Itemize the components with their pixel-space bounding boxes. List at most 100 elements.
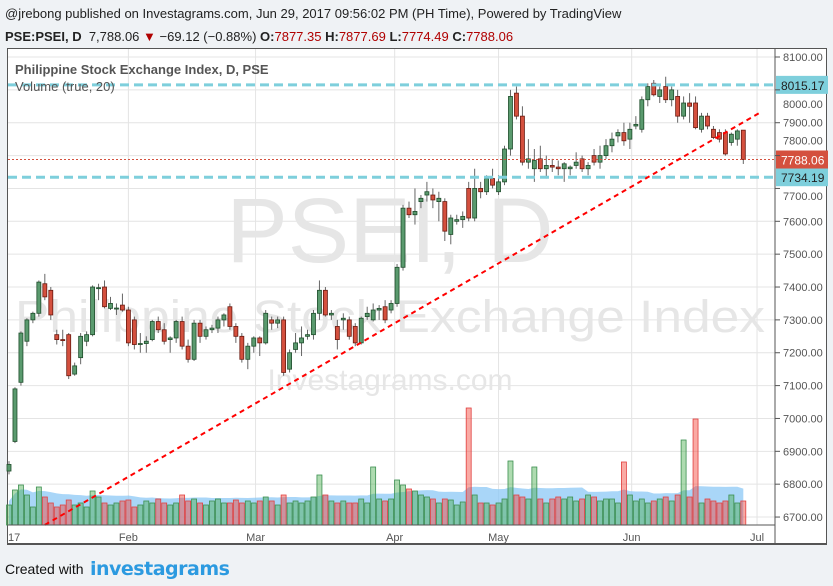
volume-bar [322,494,329,526]
y-tick-label: 8000.00 [783,99,823,111]
volume-bar [394,479,400,526]
candle [323,289,328,316]
candle [191,322,197,360]
volume-bar [704,498,711,526]
volume-bar [316,474,323,526]
candle [448,217,454,235]
candle [436,197,442,202]
legend-volume: Volume (true, 20) [15,79,115,94]
candle [520,115,525,163]
volume-bar [95,496,102,526]
watermark-symbol: PSEI, D [226,180,553,282]
volume-bar [197,502,203,526]
volume-bar [280,494,287,526]
volume-bar [495,502,502,526]
volume-bar [364,502,371,526]
candle [352,326,358,344]
y-tick-label: 7700.00 [783,191,823,203]
level-price-tag [776,168,828,187]
candle [514,92,519,117]
volume-bar [376,498,383,526]
chart-panel[interactable] [7,48,827,545]
volume-bar [662,496,669,526]
candle [108,303,113,309]
candle [418,197,424,202]
volume-bar [728,494,735,526]
candle [525,158,531,163]
volume-bar [638,498,645,526]
candle [705,115,710,127]
last-price-tag [776,150,828,169]
y-tick-label: 7600.00 [783,216,823,228]
volume-bar [83,506,90,526]
watermark-site: Investagrams.com [267,364,512,397]
candle [627,128,633,140]
candle [573,161,579,166]
candle [143,340,149,344]
investagrams-logo[interactable]: investagrams [90,558,230,580]
volume-bar [286,502,293,526]
last-price: 7,788.06 [88,29,140,44]
volume-bar [107,504,114,526]
volume-bar [173,502,180,526]
volume-bar [167,504,174,526]
candle [96,287,101,290]
candle [382,306,388,321]
volume-bar [609,498,615,526]
volume-bar [221,502,227,526]
candle [615,132,621,137]
volume-bar [35,486,42,526]
volume-bar [292,500,299,526]
close-label: C: [452,29,467,44]
candle [263,312,269,344]
volume-bar [656,498,663,526]
candle [48,289,54,316]
volume-bar [435,502,442,526]
volume-bar [382,500,389,526]
candle [126,309,131,344]
quote-line: PSE:PSEI, D 7,788.06 ▼ −69.12 (−0.88%) O… [5,29,513,44]
down-triangle-icon: ▼ [143,29,156,44]
x-tick-label: Mar [246,532,265,544]
candle [723,132,728,155]
volume-bar [191,498,197,526]
candle [555,166,561,170]
candle [60,339,66,341]
volume-bar [579,498,586,526]
volume-bar [597,500,603,526]
candle [621,132,627,142]
x-tick-label: Feb [119,532,138,544]
volume-bar [185,500,192,526]
candle [681,102,687,117]
low-value: 7774.49 [401,29,449,44]
candle [167,337,173,340]
candle [215,319,221,329]
published-info: @jrebong published on Investagrams.com, … [5,6,622,21]
y-tick-label: 7500.00 [783,249,823,261]
volume-bar [674,494,681,526]
volume-bar [740,500,747,526]
candle [675,96,681,117]
volume-bar [453,504,460,526]
y-tick-label: 7300.00 [783,315,823,327]
volume-bar [412,490,418,526]
candle [364,312,370,317]
volume-bar [125,499,132,526]
candle [370,309,376,321]
candle [531,160,537,170]
volume-bar [215,498,221,526]
volume-bar [423,496,430,526]
volume-bar [543,502,550,526]
volume-bar [680,439,687,526]
candle [340,317,346,321]
volume-bar [352,502,359,526]
candle [30,312,36,321]
level-price-tag [776,75,828,94]
x-tick-label: Jun [623,532,641,544]
candle [687,102,692,107]
candle [728,133,734,143]
candle [561,163,567,170]
candle [651,82,657,96]
candle [120,304,125,311]
